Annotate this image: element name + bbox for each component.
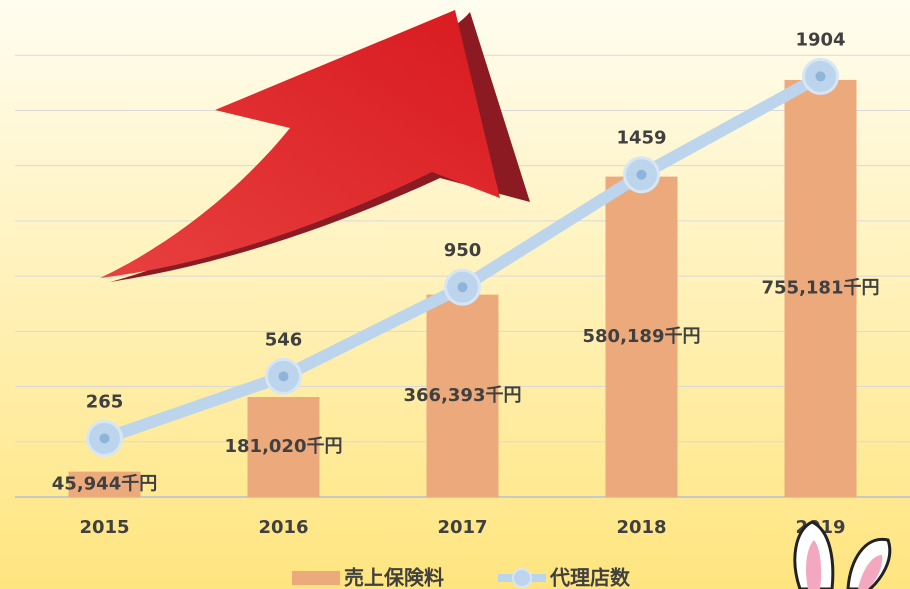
- bar-value-label: 45,944千円: [52, 473, 157, 494]
- line-marker-dot: [279, 371, 289, 381]
- line-value-label: 1459: [616, 128, 666, 149]
- line-value-label: 950: [444, 240, 482, 261]
- legend-swatch-marker: [513, 569, 531, 587]
- line-value-label: 1904: [795, 29, 845, 50]
- legend-label: 代理店数: [549, 566, 631, 589]
- line-marker-dot: [816, 71, 826, 81]
- x-tick-label: 2015: [79, 517, 129, 538]
- x-tick-label: 2016: [258, 517, 308, 538]
- line-value-label: 265: [86, 391, 124, 412]
- x-tick-label: 2018: [616, 517, 666, 538]
- bar-value-label: 580,189千円: [583, 326, 701, 347]
- bar-value-label: 181,020千円: [225, 436, 343, 457]
- line-marker-dot: [637, 170, 647, 180]
- line-marker-dot: [100, 433, 110, 443]
- chart: 2015201620172018201945,944千円181,020千円366…: [0, 0, 910, 589]
- x-tick-label: 2017: [437, 517, 487, 538]
- legend-label: 売上保険料: [344, 566, 444, 589]
- bar-value-label: 755,181千円: [762, 277, 880, 298]
- legend-swatch: [292, 571, 340, 585]
- bar-value-label: 366,393千円: [404, 385, 522, 406]
- line-value-label: 546: [265, 329, 303, 350]
- line-marker-dot: [458, 282, 468, 292]
